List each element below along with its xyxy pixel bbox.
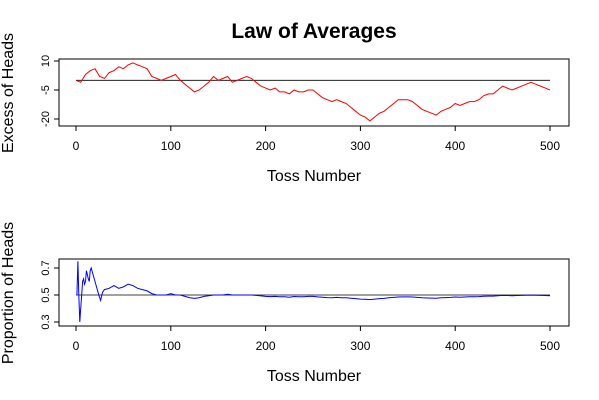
x-tick-label: 100 (161, 339, 181, 353)
y-tick-label: 0.3 (40, 314, 52, 329)
x-tick-label: 100 (161, 139, 181, 153)
y-axis-excess-heads: 10 -5 -20 (40, 55, 60, 127)
x-tick-label: 300 (350, 139, 370, 153)
x-tick-label: 0 (73, 339, 80, 353)
panel-proportion-heads: 0 100 200 300 400 500 0.3 0.5 0.7 Toss Number P… (0, 222, 570, 385)
x-tick-label: 500 (540, 339, 560, 353)
panel-excess-heads: 0 100 200 300 400 500 10 -5 -20 Toss Number Exc… (0, 33, 570, 185)
x-tick-label: 300 (350, 339, 370, 353)
x-tick-label: 500 (540, 139, 560, 153)
x-tick-label: 200 (256, 339, 276, 353)
x-tick-label: 400 (445, 139, 465, 153)
y-axis-label-excess-heads: Excess of Heads (0, 33, 17, 153)
x-axis-label-proportion-heads: Toss Number (267, 368, 362, 385)
y-tick-label: 0.7 (40, 260, 52, 275)
x-axis-label-excess-heads: Toss Number (267, 168, 362, 185)
y-tick-label: -5 (40, 85, 52, 95)
chart-title: Law of Averages (231, 20, 396, 43)
x-tick-label: 200 (256, 139, 276, 153)
y-tick-label: 10 (40, 55, 52, 67)
x-tick-label: 400 (445, 339, 465, 353)
y-tick-label: -20 (40, 111, 52, 127)
x-axis-excess-heads: 0 100 200 300 400 500 (73, 125, 560, 153)
y-tick-label: 0.5 (40, 287, 52, 302)
x-axis-proportion-heads: 0 100 200 300 400 500 (73, 325, 560, 353)
plot-frame-proportion-heads (58, 258, 570, 327)
series-line-excess-heads (75, 62, 551, 122)
y-axis-label-proportion-heads: Proportion of Heads (0, 222, 17, 364)
plot-frame-excess-heads (58, 58, 570, 127)
series-line-proportion-heads (76, 261, 551, 323)
y-axis-proportion-heads: 0.3 0.5 0.7 (40, 260, 60, 330)
x-tick-label: 0 (73, 139, 80, 153)
